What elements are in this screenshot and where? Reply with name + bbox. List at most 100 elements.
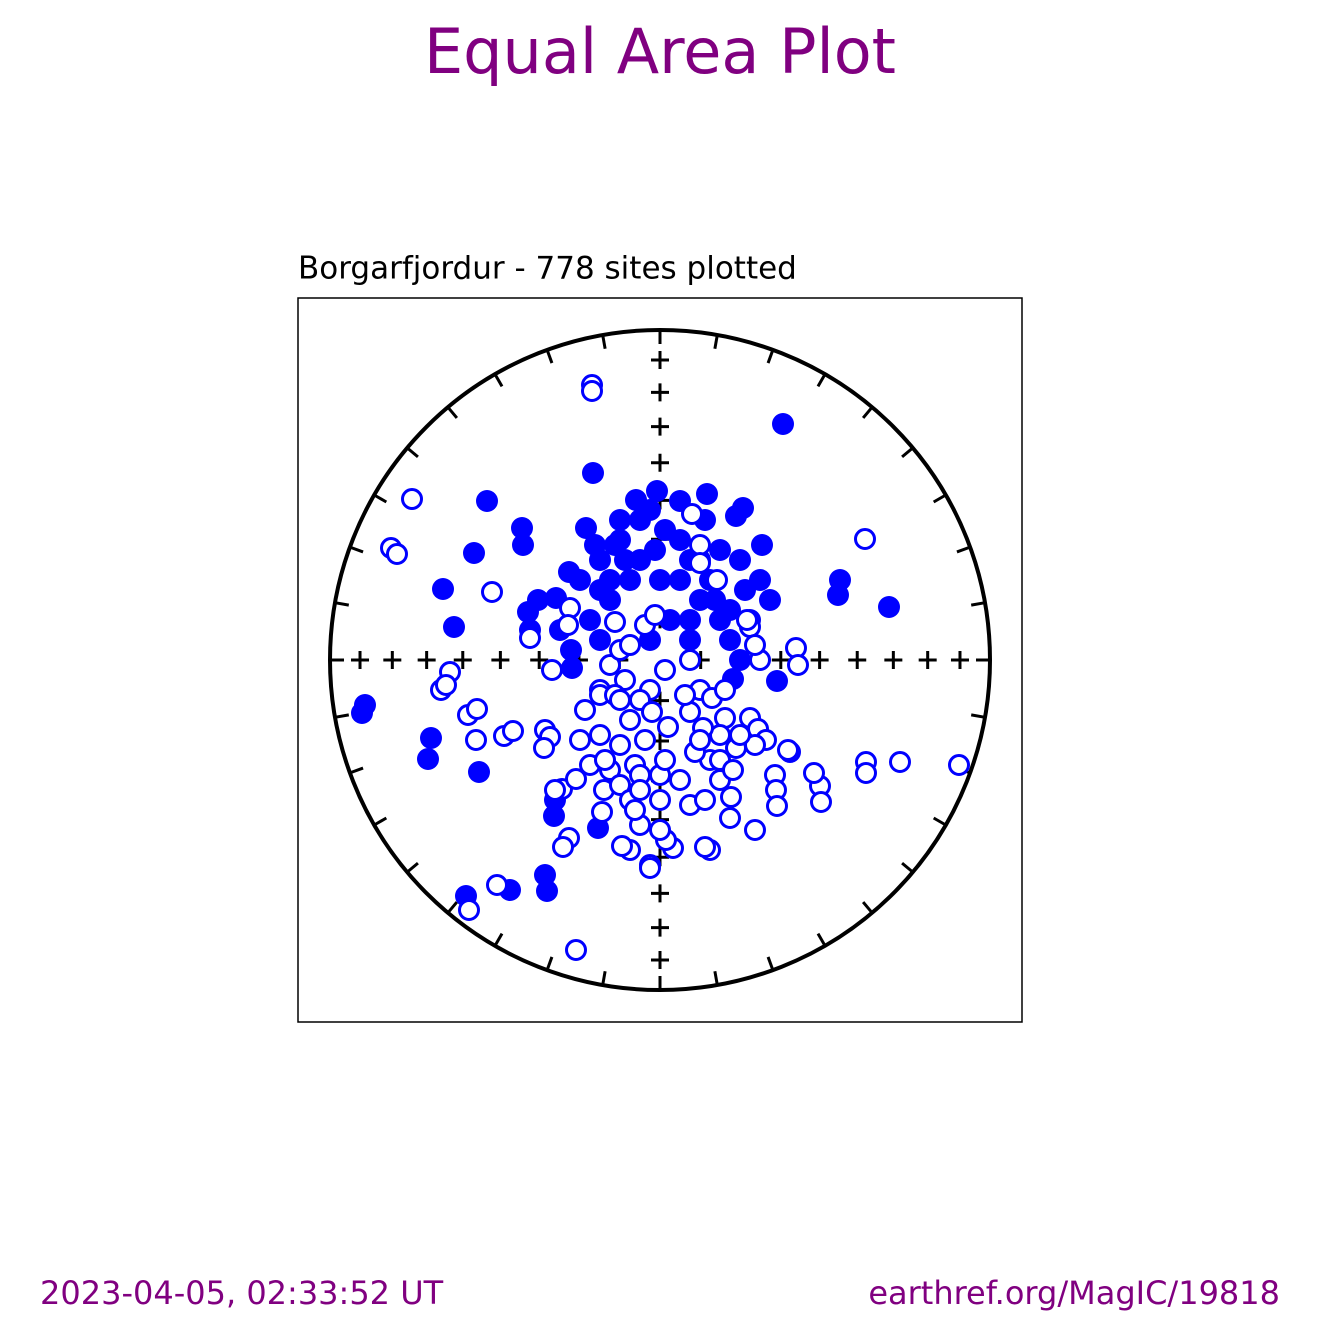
open-point — [544, 779, 566, 801]
filled-point — [534, 864, 556, 886]
filled-point — [561, 657, 583, 679]
declination-tick — [493, 932, 504, 947]
open-point — [766, 795, 788, 817]
open-point — [552, 836, 574, 858]
declination-tick — [766, 349, 775, 364]
filled-point — [543, 805, 565, 827]
declination-tick — [956, 545, 971, 554]
open-point — [722, 759, 744, 781]
open-point — [611, 835, 633, 857]
filled-point — [584, 534, 606, 556]
open-point — [465, 729, 487, 751]
open-point — [854, 528, 876, 550]
open-point — [644, 604, 666, 626]
declination-tick — [545, 349, 554, 364]
open-point — [435, 674, 457, 696]
open-point — [565, 939, 587, 961]
open-point — [654, 749, 676, 771]
filled-point — [709, 539, 731, 561]
declination-tick — [446, 901, 459, 914]
chart-title: Equal Area Plot — [424, 15, 896, 88]
open-point — [694, 836, 716, 858]
open-point — [706, 569, 728, 591]
open-point — [519, 627, 541, 649]
open-point — [466, 698, 488, 720]
filled-point — [569, 569, 591, 591]
filled-point — [719, 599, 741, 621]
open-point — [458, 899, 480, 921]
open-point — [609, 734, 631, 756]
open-point — [565, 768, 587, 790]
open-point — [689, 552, 711, 574]
filled-point — [719, 629, 741, 651]
open-point — [639, 857, 661, 879]
declination-tick — [861, 901, 874, 914]
open-point — [486, 874, 508, 896]
declination-tick — [406, 861, 419, 874]
filled-point — [732, 497, 754, 519]
filled-point — [443, 616, 465, 638]
filled-point — [679, 629, 701, 651]
declination-tick — [545, 956, 554, 971]
open-point — [614, 669, 636, 691]
filled-point — [766, 670, 788, 692]
open-point — [729, 724, 751, 746]
open-point — [720, 786, 742, 808]
open-point — [674, 684, 696, 706]
inclination-cross — [651, 918, 669, 937]
declination-tick — [713, 970, 719, 986]
open-point — [594, 749, 616, 771]
open-point — [541, 659, 563, 681]
open-point — [855, 762, 877, 784]
open-point — [810, 791, 832, 813]
inclination-cross — [810, 651, 829, 669]
open-point — [591, 801, 613, 823]
inclination-cross — [453, 651, 472, 669]
inclination-cross — [351, 651, 370, 669]
declination-tick — [766, 956, 775, 971]
declination-tick — [861, 406, 874, 419]
open-point — [681, 503, 703, 525]
open-point — [502, 720, 524, 742]
open-point — [889, 751, 911, 773]
open-point — [624, 799, 646, 821]
declination-tick — [901, 861, 914, 874]
declination-tick — [406, 446, 419, 459]
inclination-cross — [884, 651, 903, 669]
open-point — [641, 701, 663, 723]
open-point — [581, 380, 603, 402]
open-point — [694, 789, 716, 811]
declination-tick — [816, 373, 827, 388]
open-point — [619, 634, 641, 656]
filled-point — [575, 517, 597, 539]
open-point — [744, 819, 766, 841]
declination-tick — [713, 334, 719, 350]
filled-point — [511, 517, 533, 539]
filled-point — [420, 727, 442, 749]
filled-point — [589, 629, 611, 651]
open-point — [386, 543, 408, 565]
declination-tick — [601, 334, 607, 350]
open-point — [689, 534, 711, 556]
declination-tick — [901, 446, 914, 459]
filled-point — [619, 569, 641, 591]
filled-point — [579, 609, 601, 631]
plot-frame — [297, 297, 1023, 1023]
open-point — [609, 774, 631, 796]
filled-point — [646, 480, 668, 502]
open-point — [803, 762, 825, 784]
declination-tick — [816, 932, 827, 947]
filled-point — [604, 534, 626, 556]
filled-point — [751, 534, 773, 556]
filled-point — [639, 499, 661, 521]
declination-tick — [493, 373, 504, 388]
open-point — [599, 654, 621, 676]
open-point — [744, 734, 766, 756]
filled-point — [527, 589, 549, 611]
declination-tick — [446, 406, 459, 419]
declination-tick — [349, 766, 364, 775]
filled-point — [476, 490, 498, 512]
net-ticks — [330, 330, 990, 990]
filled-point — [609, 509, 631, 531]
